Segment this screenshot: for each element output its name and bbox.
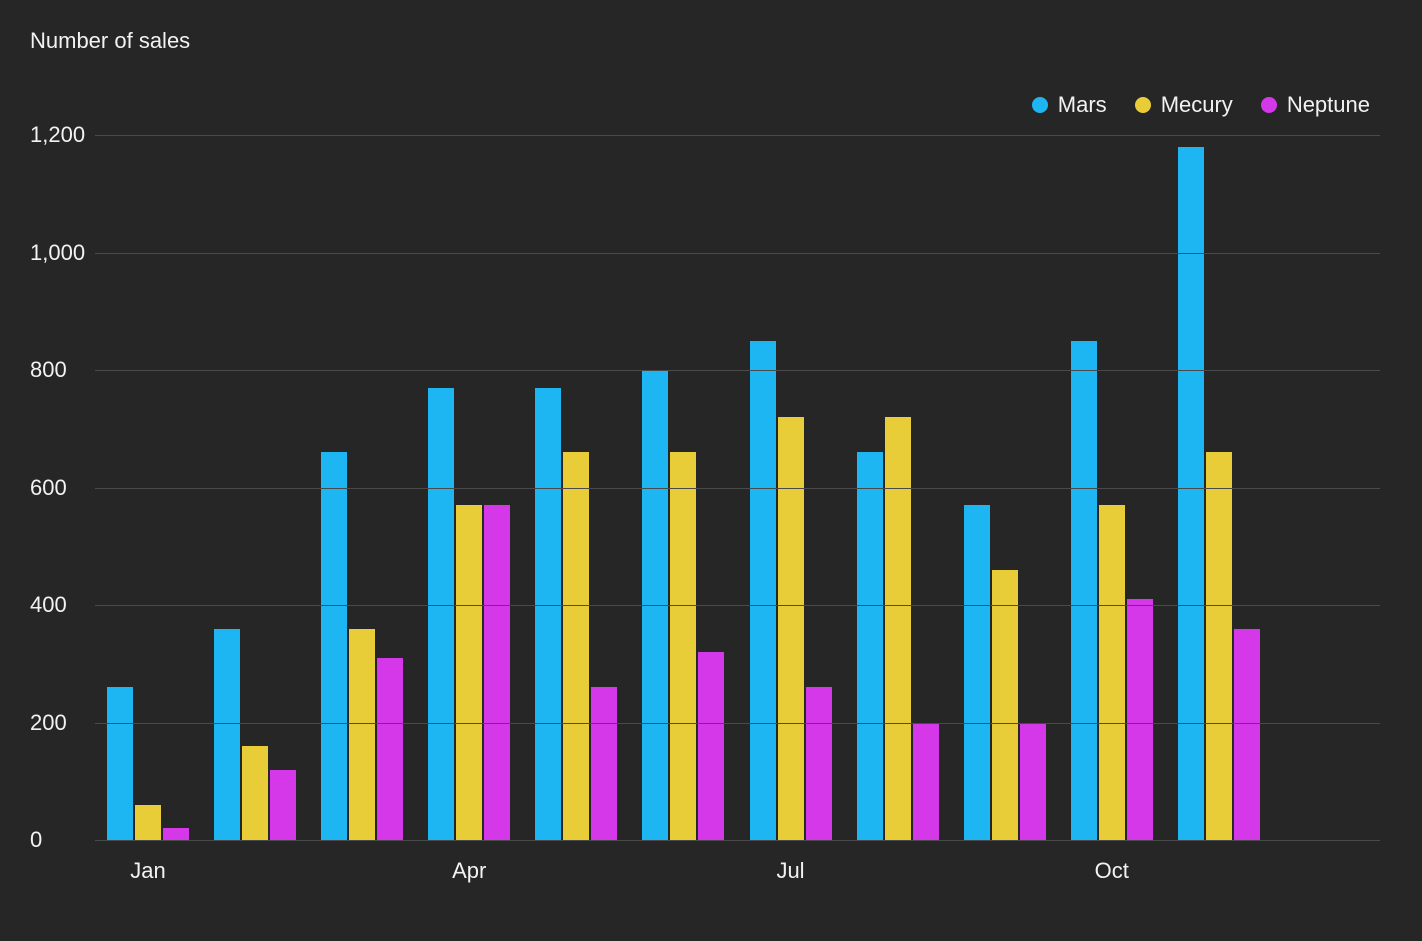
bar-mars[interactable] bbox=[321, 452, 347, 840]
x-tick-label-apr: Apr bbox=[452, 858, 486, 884]
bar-mecury[interactable] bbox=[778, 417, 804, 840]
x-tick-label-oct: Oct bbox=[1095, 858, 1129, 884]
y-tick-label: 200 bbox=[30, 710, 67, 736]
legend-swatch-icon bbox=[1135, 97, 1151, 113]
bar-neptune[interactable] bbox=[1020, 723, 1046, 841]
y-axis-title: Number of sales bbox=[30, 28, 190, 54]
legend-item-neptune[interactable]: Neptune bbox=[1261, 92, 1370, 118]
bar-mars[interactable] bbox=[964, 505, 990, 840]
bar-neptune[interactable] bbox=[1127, 599, 1153, 840]
sales-bar-chart: Number of sales Mars Mecury Neptune 0 200 40… bbox=[0, 0, 1422, 941]
legend-swatch-icon bbox=[1032, 97, 1048, 113]
bar-neptune[interactable] bbox=[698, 652, 724, 840]
bar-mars[interactable] bbox=[535, 388, 561, 840]
y-tick-label: 600 bbox=[30, 475, 67, 501]
legend-item-mars[interactable]: Mars bbox=[1032, 92, 1107, 118]
y-gridline bbox=[95, 605, 1380, 606]
y-gridline bbox=[95, 840, 1380, 841]
y-gridline bbox=[95, 370, 1380, 371]
bar-neptune[interactable] bbox=[377, 658, 403, 840]
bar-neptune[interactable] bbox=[806, 687, 832, 840]
legend-label: Mars bbox=[1058, 92, 1107, 118]
y-gridline bbox=[95, 135, 1380, 136]
bar-mars[interactable] bbox=[428, 388, 454, 840]
bar-mecury[interactable] bbox=[885, 417, 911, 840]
bar-mecury[interactable] bbox=[456, 505, 482, 840]
legend-label: Mecury bbox=[1161, 92, 1233, 118]
bar-neptune[interactable] bbox=[484, 505, 510, 840]
bar-mars[interactable] bbox=[214, 629, 240, 841]
y-tick-label: 0 bbox=[30, 827, 42, 853]
legend: Mars Mecury Neptune bbox=[1032, 92, 1370, 118]
legend-item-mecury[interactable]: Mecury bbox=[1135, 92, 1233, 118]
bar-mecury[interactable] bbox=[563, 452, 589, 840]
bar-neptune[interactable] bbox=[913, 723, 939, 841]
y-tick-label: 400 bbox=[30, 592, 67, 618]
bar-neptune[interactable] bbox=[591, 687, 617, 840]
bar-neptune[interactable] bbox=[1234, 629, 1260, 841]
bar-mecury[interactable] bbox=[670, 452, 696, 840]
bar-mecury[interactable] bbox=[1099, 505, 1125, 840]
bar-neptune[interactable] bbox=[270, 770, 296, 841]
bar-mecury[interactable] bbox=[135, 805, 161, 840]
y-gridline bbox=[95, 723, 1380, 724]
bar-mars[interactable] bbox=[750, 341, 776, 840]
bar-mars[interactable] bbox=[1071, 341, 1097, 840]
bar-mecury[interactable] bbox=[349, 629, 375, 841]
bar-neptune[interactable] bbox=[163, 828, 189, 840]
bar-mars[interactable] bbox=[107, 687, 133, 840]
y-gridline bbox=[95, 488, 1380, 489]
legend-swatch-icon bbox=[1261, 97, 1277, 113]
x-tick-label-jul: Jul bbox=[776, 858, 804, 884]
bar-mars[interactable] bbox=[1178, 147, 1204, 840]
bar-mecury[interactable] bbox=[242, 746, 268, 840]
bar-mecury[interactable] bbox=[992, 570, 1018, 840]
y-tick-label: 800 bbox=[30, 357, 67, 383]
y-tick-label: 1,200 bbox=[30, 122, 85, 148]
y-tick-label: 1,000 bbox=[30, 240, 85, 266]
x-tick-label-jan: Jan bbox=[130, 858, 165, 884]
bar-mars[interactable] bbox=[857, 452, 883, 840]
bar-mecury[interactable] bbox=[1206, 452, 1232, 840]
y-gridline bbox=[95, 253, 1380, 254]
legend-label: Neptune bbox=[1287, 92, 1370, 118]
